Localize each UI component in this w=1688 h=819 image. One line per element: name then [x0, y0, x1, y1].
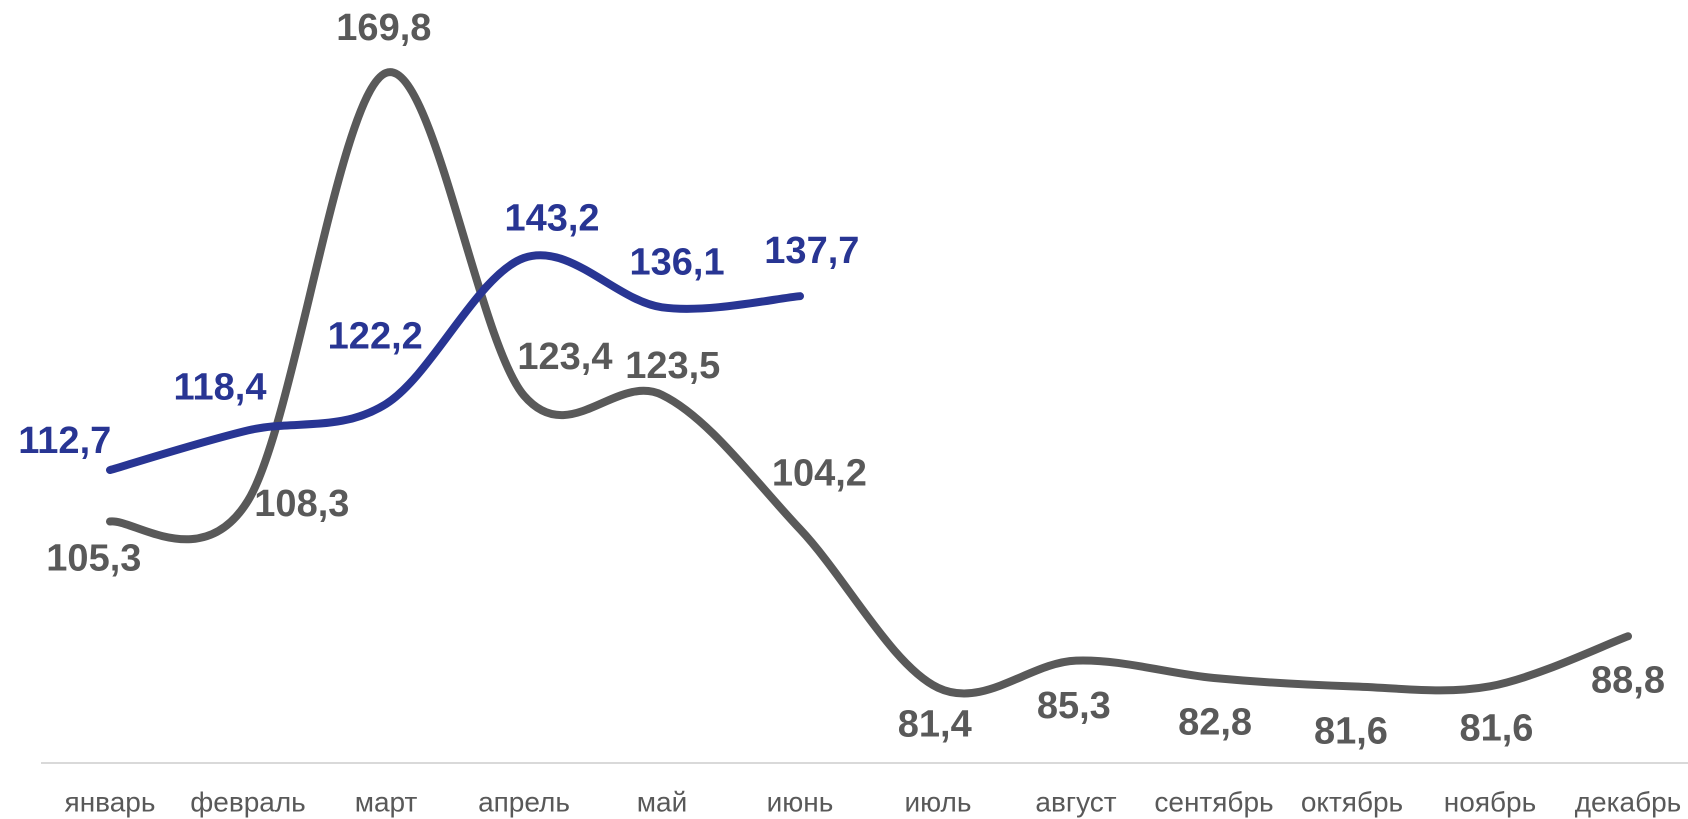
data-label: 108,3: [254, 483, 349, 525]
x-tick-label: июнь: [767, 786, 834, 817]
data-label: 81,6: [1314, 711, 1388, 753]
data-label: 88,8: [1591, 660, 1665, 702]
data-label: 105,3: [46, 537, 141, 579]
x-tick-label: июль: [905, 786, 972, 817]
data-label: 123,5: [625, 345, 720, 387]
data-label: 85,3: [1037, 685, 1111, 727]
data-label: 169,8: [336, 7, 431, 49]
data-label: 82,8: [1178, 701, 1252, 743]
line: [106, 251, 804, 475]
x-tick-label: январь: [65, 786, 156, 817]
data-label: 123,4: [517, 336, 612, 378]
data-label: 118,4: [173, 367, 266, 409]
data-label: 81,4: [898, 704, 972, 746]
line: [106, 68, 1632, 698]
x-tick-label: декабрь: [1575, 786, 1682, 817]
data-label: 137,7: [764, 230, 859, 272]
data-label: 112,7: [18, 420, 111, 462]
data-label: 122,2: [328, 315, 423, 357]
x-tick-label: сентябрь: [1154, 786, 1273, 817]
data-label: 104,2: [772, 452, 867, 494]
x-tick-label: март: [355, 786, 418, 817]
x-tick-label: ноябрь: [1444, 786, 1536, 817]
x-tick-label: август: [1035, 786, 1116, 817]
data-label: 136,1: [630, 241, 725, 283]
x-tick-label: май: [637, 786, 687, 817]
x-tick-label: апрель: [478, 786, 570, 817]
data-label: 143,2: [504, 197, 599, 239]
data-label: 81,6: [1459, 708, 1533, 750]
x-tick-label: февраль: [190, 786, 306, 817]
x-tick-label: октябрь: [1301, 786, 1403, 817]
